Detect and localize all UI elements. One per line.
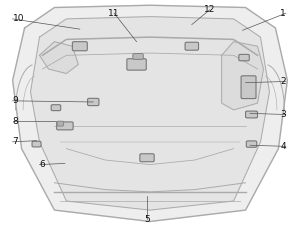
Text: 4: 4 [280, 142, 286, 151]
FancyBboxPatch shape [246, 111, 257, 118]
Text: 10: 10 [13, 14, 24, 23]
FancyBboxPatch shape [51, 105, 61, 111]
FancyBboxPatch shape [140, 154, 154, 162]
FancyBboxPatch shape [57, 122, 73, 130]
Text: 12: 12 [204, 5, 215, 14]
FancyBboxPatch shape [72, 42, 87, 51]
Text: 11: 11 [108, 9, 120, 18]
Text: 3: 3 [280, 110, 286, 119]
FancyBboxPatch shape [185, 42, 199, 50]
FancyBboxPatch shape [127, 59, 146, 70]
Text: 7: 7 [13, 137, 18, 146]
Text: 6: 6 [40, 160, 45, 169]
Polygon shape [31, 17, 269, 210]
Text: 8: 8 [13, 117, 18, 126]
FancyBboxPatch shape [133, 54, 143, 59]
FancyBboxPatch shape [246, 141, 257, 147]
FancyBboxPatch shape [57, 121, 64, 126]
Text: 9: 9 [13, 96, 18, 105]
Polygon shape [13, 5, 287, 221]
FancyBboxPatch shape [239, 55, 249, 61]
FancyBboxPatch shape [88, 98, 99, 106]
Polygon shape [40, 42, 78, 74]
Text: 2: 2 [280, 77, 286, 86]
FancyBboxPatch shape [32, 141, 41, 147]
Text: 5: 5 [144, 215, 150, 224]
Polygon shape [222, 42, 263, 110]
Text: 1: 1 [280, 9, 286, 18]
FancyBboxPatch shape [241, 76, 256, 98]
